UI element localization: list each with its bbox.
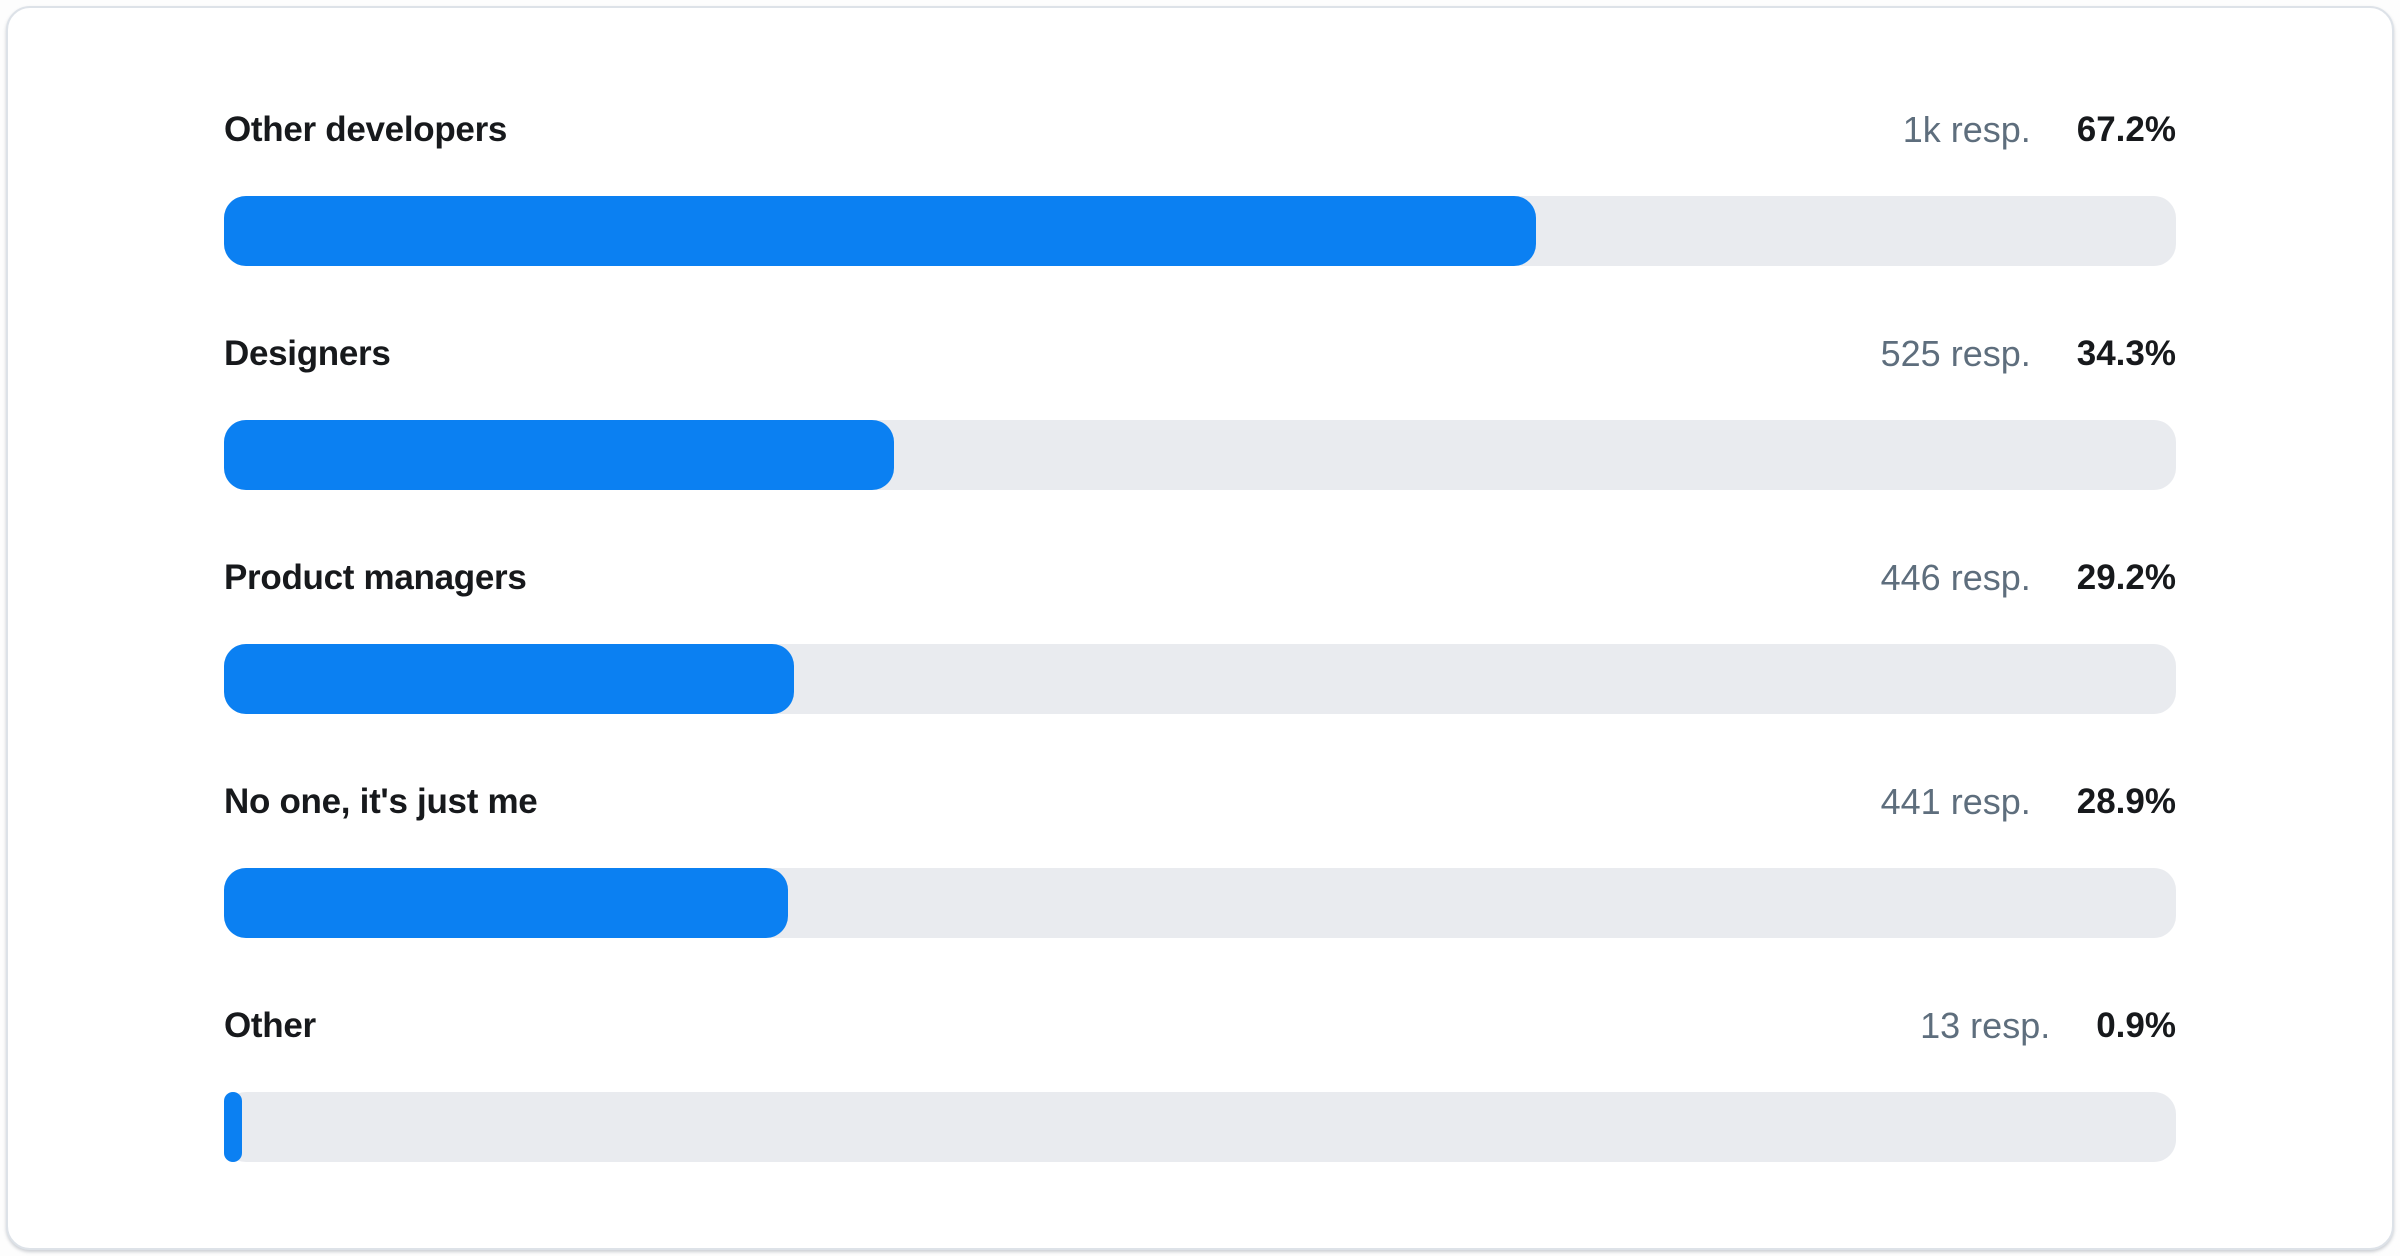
category-label: Other (224, 1006, 316, 1045)
bar-row: Designers 525 resp. 34.3% (224, 330, 2176, 490)
percent-value: 34.3% (2076, 334, 2176, 373)
bar-fill (224, 868, 789, 938)
respondent-count: 1k resp. (1902, 109, 2031, 150)
row-header: Product managers 446 resp. 29.2% (224, 554, 2176, 602)
bar-track (224, 868, 2176, 938)
results-card: Other developers 1k resp. 67.2% Designer… (6, 6, 2394, 1250)
bar-track (224, 420, 2176, 490)
bar-track (224, 644, 2176, 714)
bar-fill (224, 644, 794, 714)
percent-value: 29.2% (2076, 558, 2176, 597)
row-header: Designers 525 resp. 34.3% (224, 330, 2176, 378)
bar-fill (224, 420, 894, 490)
bar-track (224, 1092, 2176, 1162)
row-stats: 525 resp. 34.3% (1881, 333, 2176, 375)
row-header: No one, it's just me 441 resp. 28.9% (224, 778, 2176, 826)
respondent-count: 13 resp. (1920, 1005, 2051, 1046)
bar-fill (224, 1092, 242, 1162)
row-header: Other developers 1k resp. 67.2% (224, 106, 2176, 154)
row-stats: 446 resp. 29.2% (1881, 557, 2176, 599)
category-label: Product managers (224, 558, 527, 597)
row-stats: 441 resp. 28.9% (1881, 781, 2176, 823)
category-label: Designers (224, 334, 391, 373)
percent-value: 0.9% (2096, 1006, 2176, 1045)
bar-row: No one, it's just me 441 resp. 28.9% (224, 778, 2176, 938)
row-stats: 13 resp. 0.9% (1920, 1005, 2176, 1047)
respondent-count: 441 resp. (1880, 781, 2031, 822)
bar-row: Other 13 resp. 0.9% (224, 1002, 2176, 1162)
row-header: Other 13 resp. 0.9% (224, 1002, 2176, 1050)
respondent-count: 525 resp. (1880, 333, 2031, 374)
respondent-count: 446 resp. (1880, 557, 2031, 598)
bar-track (224, 196, 2176, 266)
percent-value: 67.2% (2076, 110, 2176, 149)
bar-row: Product managers 446 resp. 29.2% (224, 554, 2176, 714)
percent-value: 28.9% (2076, 782, 2176, 821)
row-stats: 1k resp. 67.2% (1903, 109, 2176, 151)
bar-fill (224, 196, 1536, 266)
category-label: No one, it's just me (224, 782, 538, 821)
category-label: Other developers (224, 110, 508, 149)
bar-row: Other developers 1k resp. 67.2% (224, 106, 2176, 266)
